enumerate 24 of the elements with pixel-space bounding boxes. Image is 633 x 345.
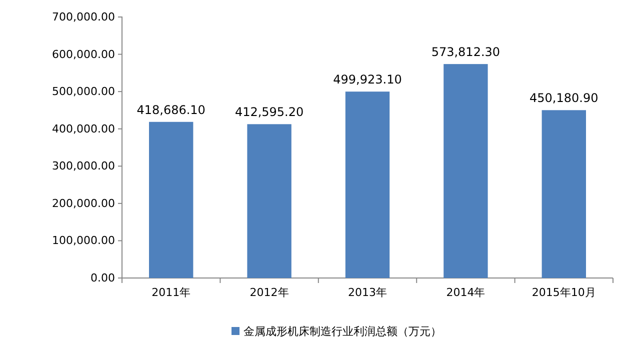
y-tick-label: 300,000.00 <box>52 160 115 173</box>
text: 573,812.30 <box>431 45 500 60</box>
y-tick-label: 600,000.00 <box>52 48 115 61</box>
y-tick-label: 200,000.00 <box>52 196 115 210</box>
text: 450,180.90 <box>530 91 598 106</box>
legend-label: 金属成形机床制造行业利润总额（万元） <box>244 325 442 338</box>
y-tick-label: 100,000.00 <box>52 234 115 248</box>
y-tick-label: 0.00 <box>90 272 115 285</box>
bar <box>247 124 292 278</box>
y-tick-label: 700,000.00 <box>52 10 115 24</box>
x-tick-label: 2014年 <box>446 286 486 299</box>
bar <box>149 122 194 278</box>
text: 418,686.10 <box>136 102 206 117</box>
y-tick-label: 400,000.00 <box>52 122 115 136</box>
text: 499,923.10 <box>333 72 402 87</box>
x-tick-label: 2015年10月 <box>532 286 596 299</box>
bar <box>345 92 390 278</box>
bar <box>542 110 586 278</box>
y-tick-label: 500,000.00 <box>52 85 115 98</box>
text: 412,595.20 <box>234 105 304 120</box>
x-tick-label: 2011年 <box>152 286 191 299</box>
x-tick-label: 2013年 <box>348 286 387 299</box>
bar <box>444 64 488 278</box>
x-tick-label: 2012年 <box>250 286 289 299</box>
